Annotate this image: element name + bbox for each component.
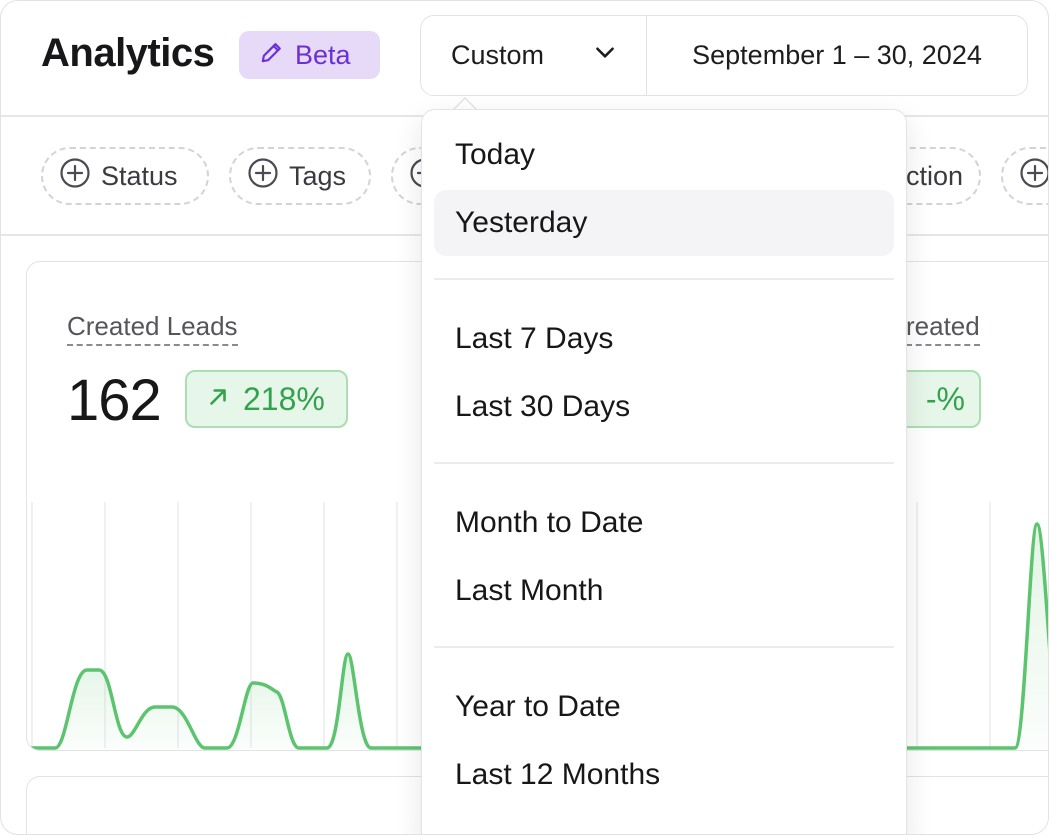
plus-circle-icon (59, 157, 91, 196)
pencil-icon (259, 39, 285, 72)
created-leads-delta-value: 218% (243, 380, 325, 417)
filter-status-label: Status (101, 160, 178, 191)
filter-section-label: ction (905, 160, 963, 191)
date-preset-menu: Today Yesterday Last 7 Days Last 30 Days… (421, 109, 907, 834)
chart-gridlines (31, 502, 991, 748)
date-range-label: September 1 – 30, 2024 (692, 40, 982, 70)
filter-tags-label: Tags (289, 160, 347, 191)
beta-badge-label: Beta (295, 39, 351, 70)
filter-more-button[interactable] (1001, 147, 1048, 205)
created-leads-label[interactable]: Created Leads (67, 311, 238, 346)
dropdown-caret (451, 97, 479, 111)
second-metric-label[interactable]: reated (906, 311, 980, 346)
menu-item-year-to-date[interactable]: Year to Date (455, 690, 621, 723)
leads-area (27, 654, 422, 750)
beta-badge[interactable]: Beta (239, 31, 380, 79)
menu-item-last-month[interactable]: Last Month (455, 574, 604, 607)
filter-status-button[interactable]: Status (41, 147, 209, 205)
menu-item-month-to-date[interactable]: Month to Date (455, 506, 644, 539)
created-leads-delta: 218% (185, 370, 348, 428)
arrow-up-right-icon (205, 381, 231, 418)
leads-line (27, 652, 422, 750)
menu-item-last-12-months[interactable]: Last 12 Months (455, 758, 661, 791)
created-leads-value: 162 (67, 368, 162, 433)
menu-item-last-30-days[interactable]: Last 30 Days (455, 390, 631, 423)
plus-circle-icon (1019, 157, 1048, 196)
chevron-down-icon (592, 39, 618, 72)
filter-tags-button[interactable]: Tags (229, 147, 371, 205)
menu-item-today[interactable]: Today (455, 138, 536, 171)
page-title: Analytics (41, 31, 215, 75)
leads-chart (27, 502, 1048, 750)
menu-item-last-7-days[interactable]: Last 7 Days (455, 322, 614, 355)
menu-divider (434, 278, 894, 280)
menu-divider (434, 462, 894, 464)
date-range-picker: Custom September 1 – 30, 2024 (420, 15, 1028, 96)
second-metric-delta-value: -% (925, 380, 965, 417)
preset-label: Custom (451, 40, 545, 70)
date-range-button[interactable]: September 1 – 30, 2024 (647, 16, 1027, 95)
menu-divider (434, 646, 894, 648)
menu-item-yesterday[interactable]: Yesterday (434, 190, 894, 256)
preset-select[interactable]: Custom (421, 16, 647, 95)
second-line (907, 522, 1048, 750)
plus-circle-icon (247, 157, 279, 196)
